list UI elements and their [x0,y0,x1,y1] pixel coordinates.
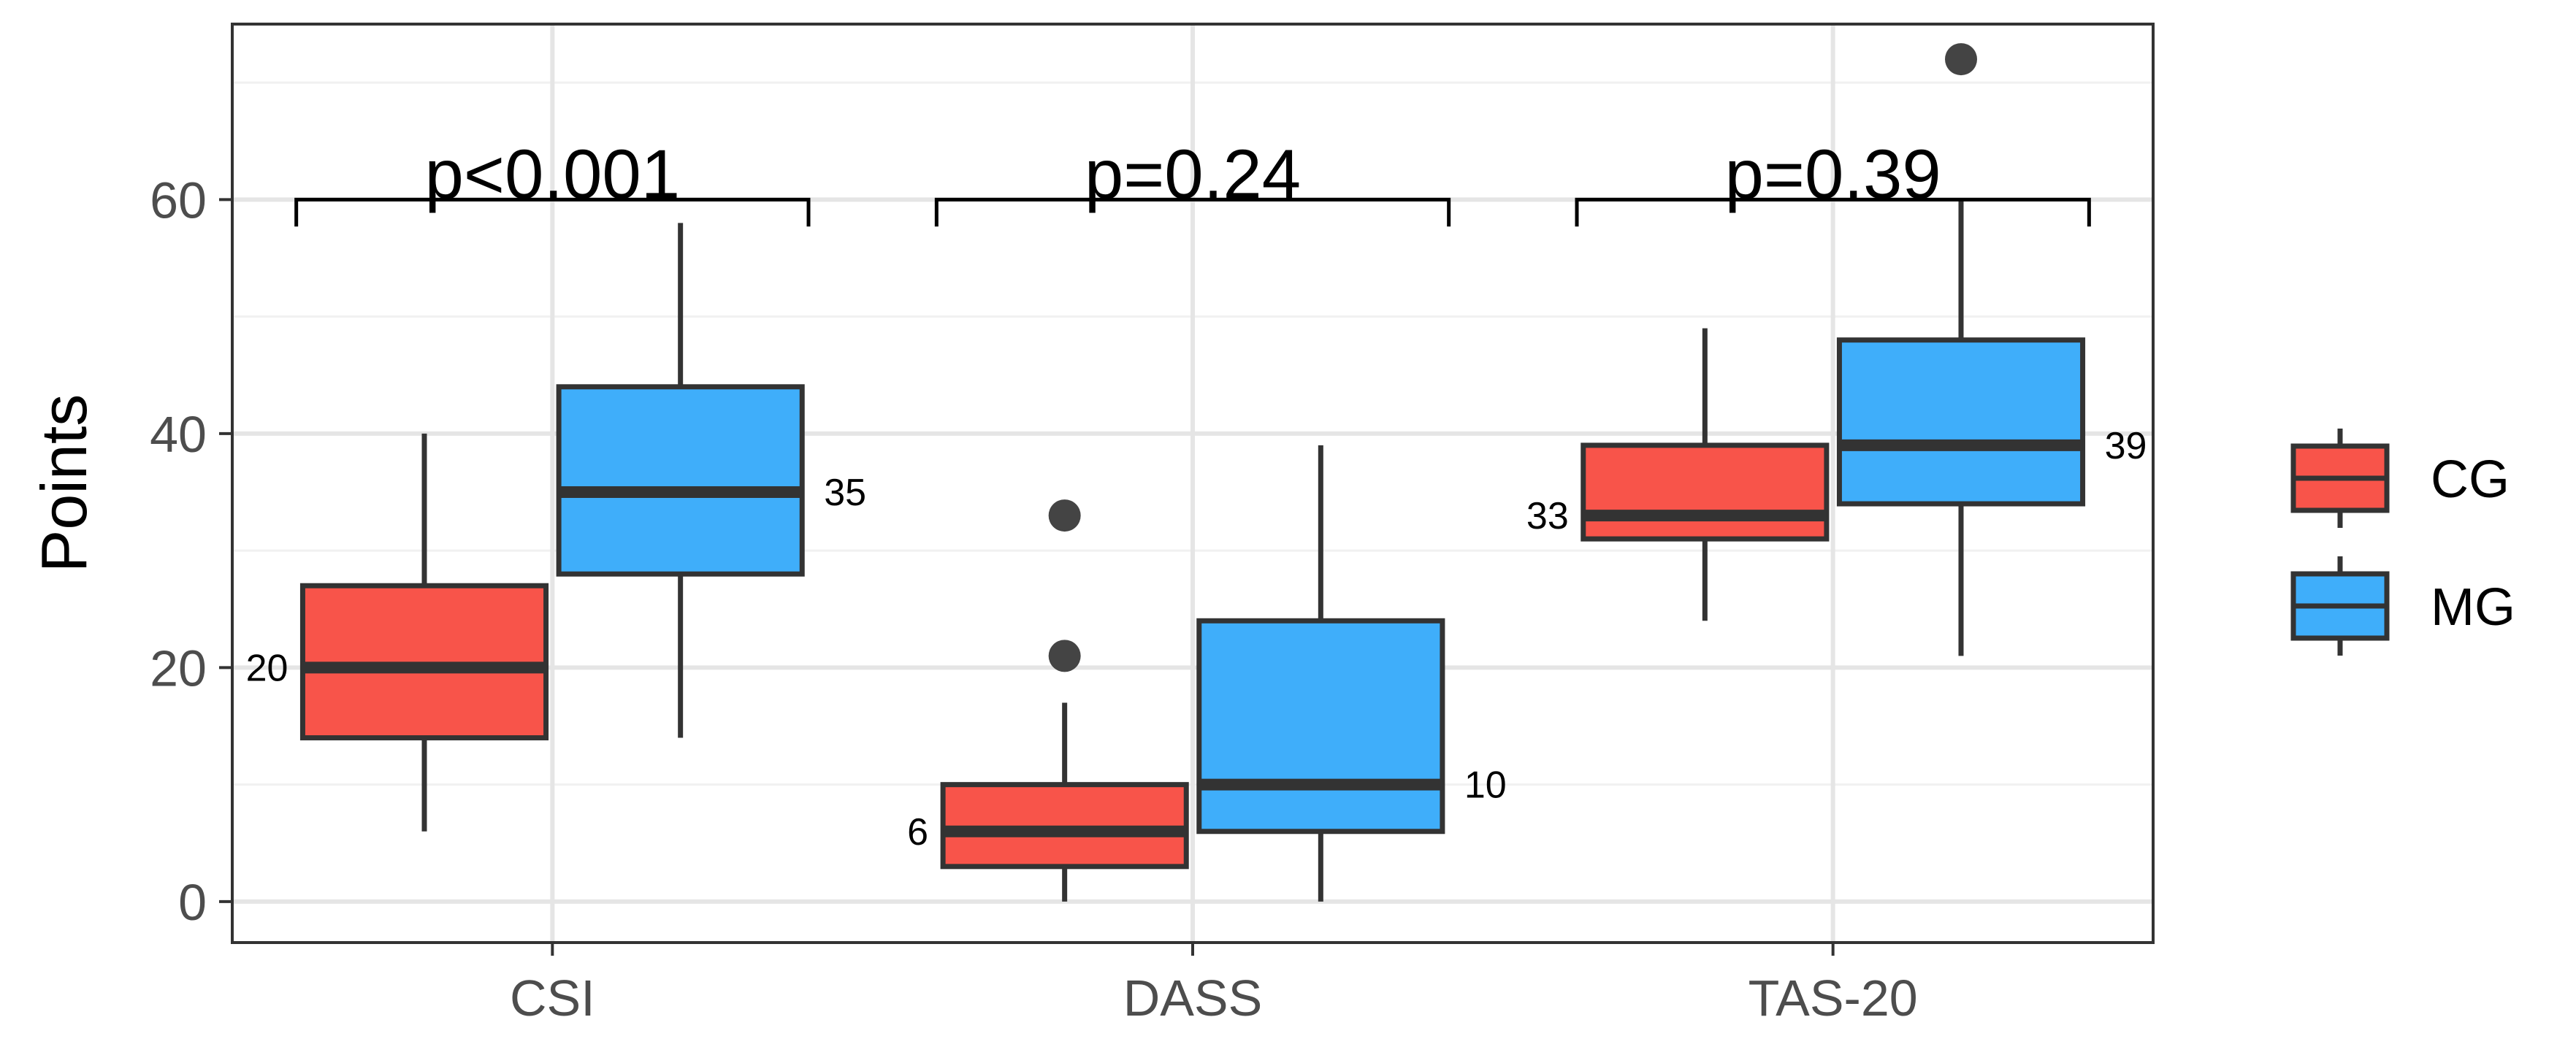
comparison-csi: p<0.001 [294,135,811,227]
y-tick-label: 60 [150,172,207,229]
iqr-box [1196,618,1445,835]
significance-bracket [294,197,811,227]
legend-label: CG [2431,450,2510,509]
outlier-point [1048,640,1081,672]
axes: 0 20 40 60 CSI DASS TAS-20 [150,172,1918,1027]
x-tick-label: DASS [1123,970,1263,1027]
legend-label: MG [2431,578,2515,637]
box-tas-20-mg: 39 [1836,43,2147,656]
y-tick-label: 0 [178,874,207,931]
median-value-label: 6 [907,811,928,853]
y-tick-label: 40 [150,406,207,463]
median-value-label: 35 [824,472,866,514]
box-csi-mg: 35 [556,223,866,738]
iqr-box [299,583,549,741]
y-axis-title: Points [28,394,100,573]
significance-bracket [1575,197,2091,227]
comparison-tas-20: p=0.39 [1575,135,2091,227]
median-value-label: 20 [246,647,288,689]
comparison-annotations: p<0.001 p=0.24 p=0.39 [294,135,2091,227]
box-dass-mg: 10 [1196,445,1507,902]
iqr-box [940,782,1189,870]
box-dass-cg: 6 [907,499,1189,902]
iqr-box [1836,337,2086,507]
median-value-label: 39 [2105,425,2147,467]
x-tick-label: TAS-20 [1748,970,1918,1027]
box-plots: 20 35 6 10 33 39 [246,43,2147,902]
outlier-point [1048,499,1081,532]
comparison-dass: p=0.24 [934,135,1451,227]
p-value-label: p=0.24 [1085,135,1301,213]
legend-item-mg: MG [2290,556,2515,656]
median-value-label: 33 [1526,495,1569,537]
significance-bracket [934,197,1451,227]
iqr-box [1581,442,1830,542]
x-tick-label: CSI [510,970,595,1027]
iqr-box [556,384,805,577]
outlier-point [1945,43,1977,76]
box-tas-20-cg: 33 [1526,328,1830,621]
legend-item-cg: CG [2290,429,2510,528]
p-value-label: p=0.39 [1725,135,1941,213]
box-csi-cg: 20 [246,433,549,832]
median-value-label: 10 [1464,764,1507,807]
p-value-label: p<0.001 [424,135,680,213]
grid-lines [232,24,2153,943]
y-tick-label: 20 [150,640,207,697]
legend: CG MG [2290,429,2515,656]
